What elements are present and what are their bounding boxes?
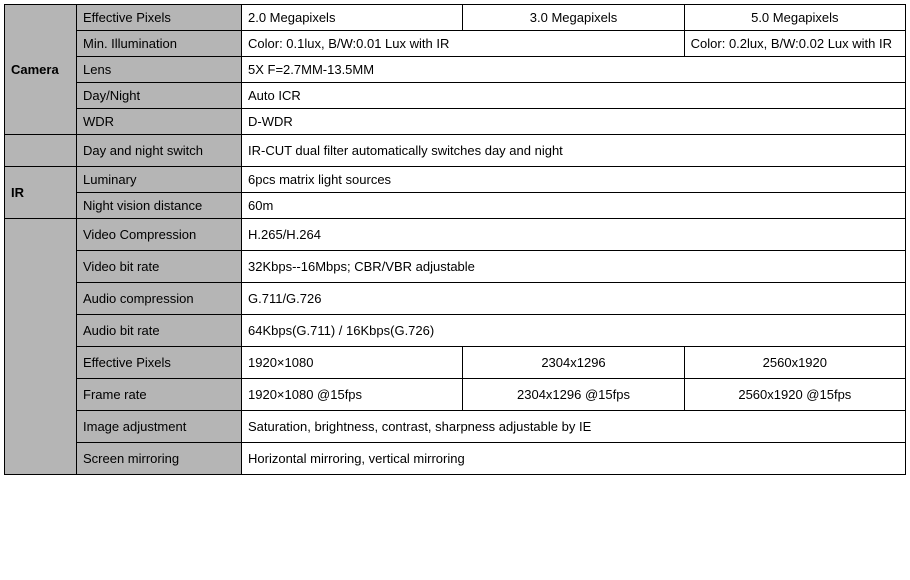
- table-row: Image adjustment Saturation, brightness,…: [5, 411, 906, 443]
- value-cell: 2304x1296: [463, 347, 684, 379]
- table-row: Frame rate 1920×1080 @15fps 2304x1296 @1…: [5, 379, 906, 411]
- label-wdr: WDR: [77, 109, 242, 135]
- table-row: IR Luminary 6pcs matrix light sources: [5, 167, 906, 193]
- value-cell: H.265/H.264: [242, 219, 906, 251]
- table-row: Audio bit rate 64Kbps(G.711) / 16Kbps(G.…: [5, 315, 906, 347]
- label-day-night: Day/Night: [77, 83, 242, 109]
- label-frame-rate: Frame rate: [77, 379, 242, 411]
- value-cell: Horizontal mirroring, vertical mirroring: [242, 443, 906, 475]
- value-cell: 1920×1080 @15fps: [242, 379, 463, 411]
- table-row: Effective Pixels 1920×1080 2304x1296 256…: [5, 347, 906, 379]
- value-cell: 2304x1296 @15fps: [463, 379, 684, 411]
- value-cell: 1920×1080: [242, 347, 463, 379]
- label-image-adjustment: Image adjustment: [77, 411, 242, 443]
- table-row: Video Compression H.265/H.264: [5, 219, 906, 251]
- category-blank: [5, 135, 77, 167]
- value-cell: 6pcs matrix light sources: [242, 167, 906, 193]
- table-row: Day/Night Auto ICR: [5, 83, 906, 109]
- category-ir: IR: [5, 167, 77, 219]
- label-screen-mirroring: Screen mirroring: [77, 443, 242, 475]
- value-cell: 2.0 Megapixels: [242, 5, 463, 31]
- category-camera: Camera: [5, 5, 77, 135]
- value-cell: 32Kbps--16Mbps; CBR/VBR adjustable: [242, 251, 906, 283]
- table-row: Camera Effective Pixels 2.0 Megapixels 3…: [5, 5, 906, 31]
- table-row: Audio compression G.711/G.726: [5, 283, 906, 315]
- label-lens: Lens: [77, 57, 242, 83]
- value-cell: 2560x1920 @15fps: [684, 379, 905, 411]
- value-cell: 64Kbps(G.711) / 16Kbps(G.726): [242, 315, 906, 347]
- value-cell: 60m: [242, 193, 906, 219]
- label-video-bitrate: Video bit rate: [77, 251, 242, 283]
- category-blank: [5, 219, 77, 475]
- value-cell: 2560x1920: [684, 347, 905, 379]
- value-cell: IR-CUT dual filter automatically switche…: [242, 135, 906, 167]
- value-cell: Color: 0.2lux, B/W:0.02 Lux with IR: [684, 31, 905, 57]
- value-cell: Saturation, brightness, contrast, sharpn…: [242, 411, 906, 443]
- label-min-illumination: Min. Illumination: [77, 31, 242, 57]
- value-cell: Auto ICR: [242, 83, 906, 109]
- value-cell: D-WDR: [242, 109, 906, 135]
- label-day-night-switch: Day and night switch: [77, 135, 242, 167]
- label-audio-compression: Audio compression: [77, 283, 242, 315]
- table-row: Lens 5X F=2.7MM-13.5MM: [5, 57, 906, 83]
- value-cell: 5.0 Megapixels: [684, 5, 905, 31]
- label-eff-pixels-2: Effective Pixels: [77, 347, 242, 379]
- label-video-compression: Video Compression: [77, 219, 242, 251]
- label-luminary: Luminary: [77, 167, 242, 193]
- table-row: Min. Illumination Color: 0.1lux, B/W:0.0…: [5, 31, 906, 57]
- label-effective-pixels: Effective Pixels: [77, 5, 242, 31]
- table-row: Night vision distance 60m: [5, 193, 906, 219]
- table-row: Video bit rate 32Kbps--16Mbps; CBR/VBR a…: [5, 251, 906, 283]
- value-cell: Color: 0.1lux, B/W:0.01 Lux with IR: [242, 31, 685, 57]
- table-row: WDR D-WDR: [5, 109, 906, 135]
- value-cell: 3.0 Megapixels: [463, 5, 684, 31]
- value-cell: G.711/G.726: [242, 283, 906, 315]
- table-row: Day and night switch IR-CUT dual filter …: [5, 135, 906, 167]
- value-cell: 5X F=2.7MM-13.5MM: [242, 57, 906, 83]
- label-night-vision: Night vision distance: [77, 193, 242, 219]
- label-audio-bitrate: Audio bit rate: [77, 315, 242, 347]
- table-row: Screen mirroring Horizontal mirroring, v…: [5, 443, 906, 475]
- spec-table: Camera Effective Pixels 2.0 Megapixels 3…: [4, 4, 906, 475]
